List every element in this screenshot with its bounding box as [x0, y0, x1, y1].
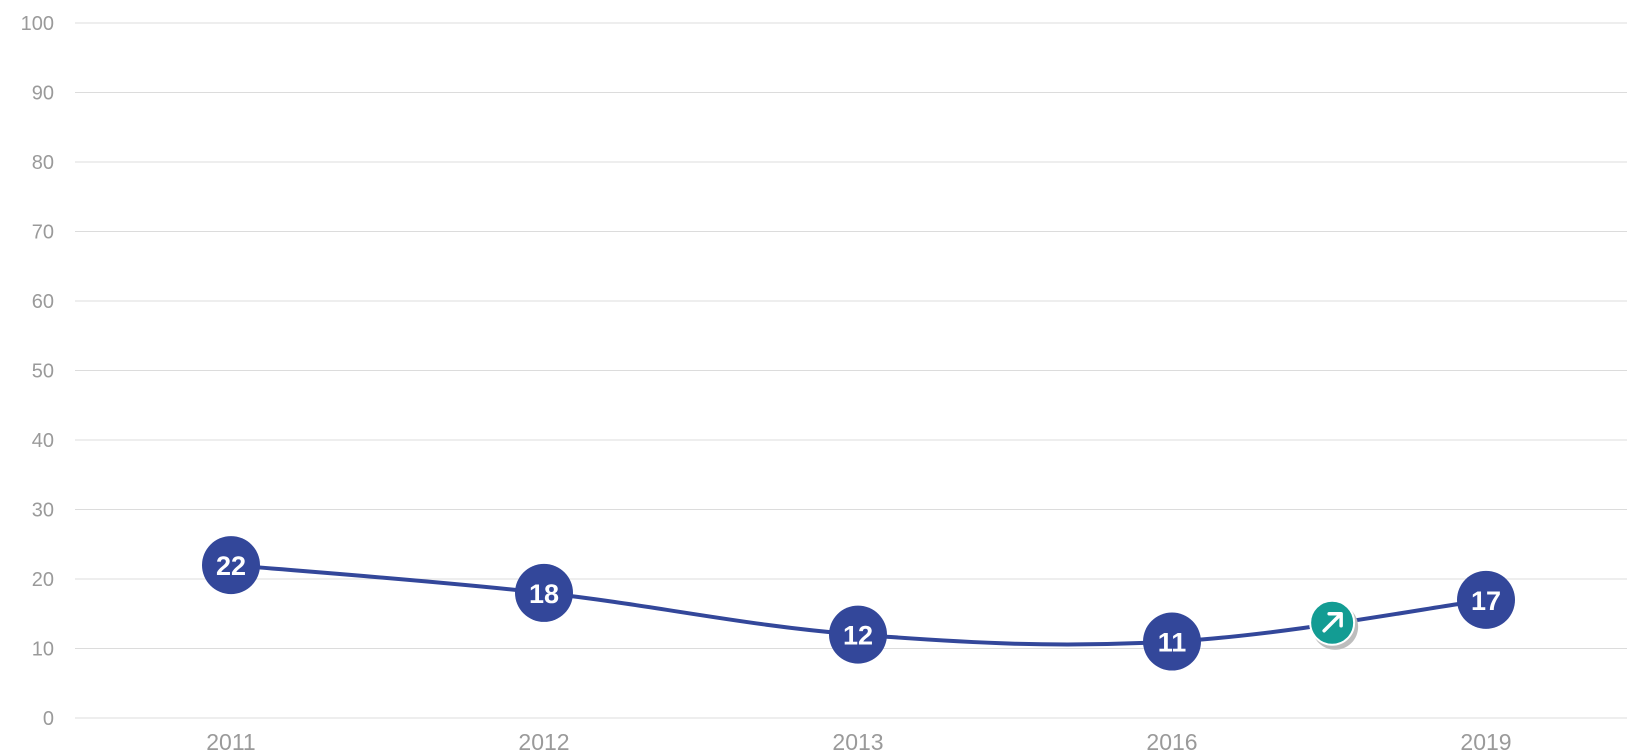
y-tick-label: 90	[32, 83, 54, 105]
data-label: 12	[843, 621, 873, 651]
data-point-marker	[1457, 570, 1515, 629]
data-label: 11	[1158, 628, 1187, 658]
y-tick-label: 50	[32, 361, 54, 383]
y-tick-label: 0	[43, 708, 54, 730]
x-tick-label: 2013	[832, 729, 883, 753]
data-point-marker	[829, 605, 887, 664]
data-label: 22	[216, 551, 246, 581]
y-tick-label: 10	[32, 639, 54, 661]
y-tick-label: 40	[32, 430, 54, 452]
data-point-marker	[515, 563, 573, 622]
x-tick-label: 2011	[206, 729, 255, 753]
y-tick-label: 100	[21, 13, 54, 35]
y-tick-label: 30	[32, 500, 54, 522]
x-axis-ticks: 2011 2012 2013 2016 2019	[206, 729, 1511, 753]
arrow-up-right-icon	[1322, 612, 1343, 633]
grid-lines	[75, 22, 1627, 719]
data-point: 12	[829, 605, 887, 664]
y-tick-label: 60	[32, 291, 54, 313]
y-axis-ticks: 0 10 20 30 40 50 60 70 80 90 100	[21, 13, 54, 730]
x-tick-label: 2016	[1146, 729, 1197, 753]
x-tick-label: 2012	[518, 729, 569, 753]
data-point: 17	[1457, 570, 1515, 629]
data-point: 11	[1143, 612, 1201, 671]
y-tick-label: 20	[32, 569, 54, 591]
data-point: 22	[202, 536, 260, 595]
data-label: 17	[1471, 586, 1501, 616]
x-tick-label: 2019	[1460, 729, 1511, 753]
y-tick-label: 80	[32, 152, 54, 174]
data-points: 22 18 12 11 17	[202, 536, 1515, 671]
trend-badge	[1309, 599, 1359, 650]
data-point-marker	[202, 536, 260, 595]
data-point-marker	[1143, 612, 1201, 671]
data-label: 18	[529, 579, 559, 609]
data-point: 18	[515, 563, 573, 622]
y-tick-label: 70	[32, 222, 54, 244]
